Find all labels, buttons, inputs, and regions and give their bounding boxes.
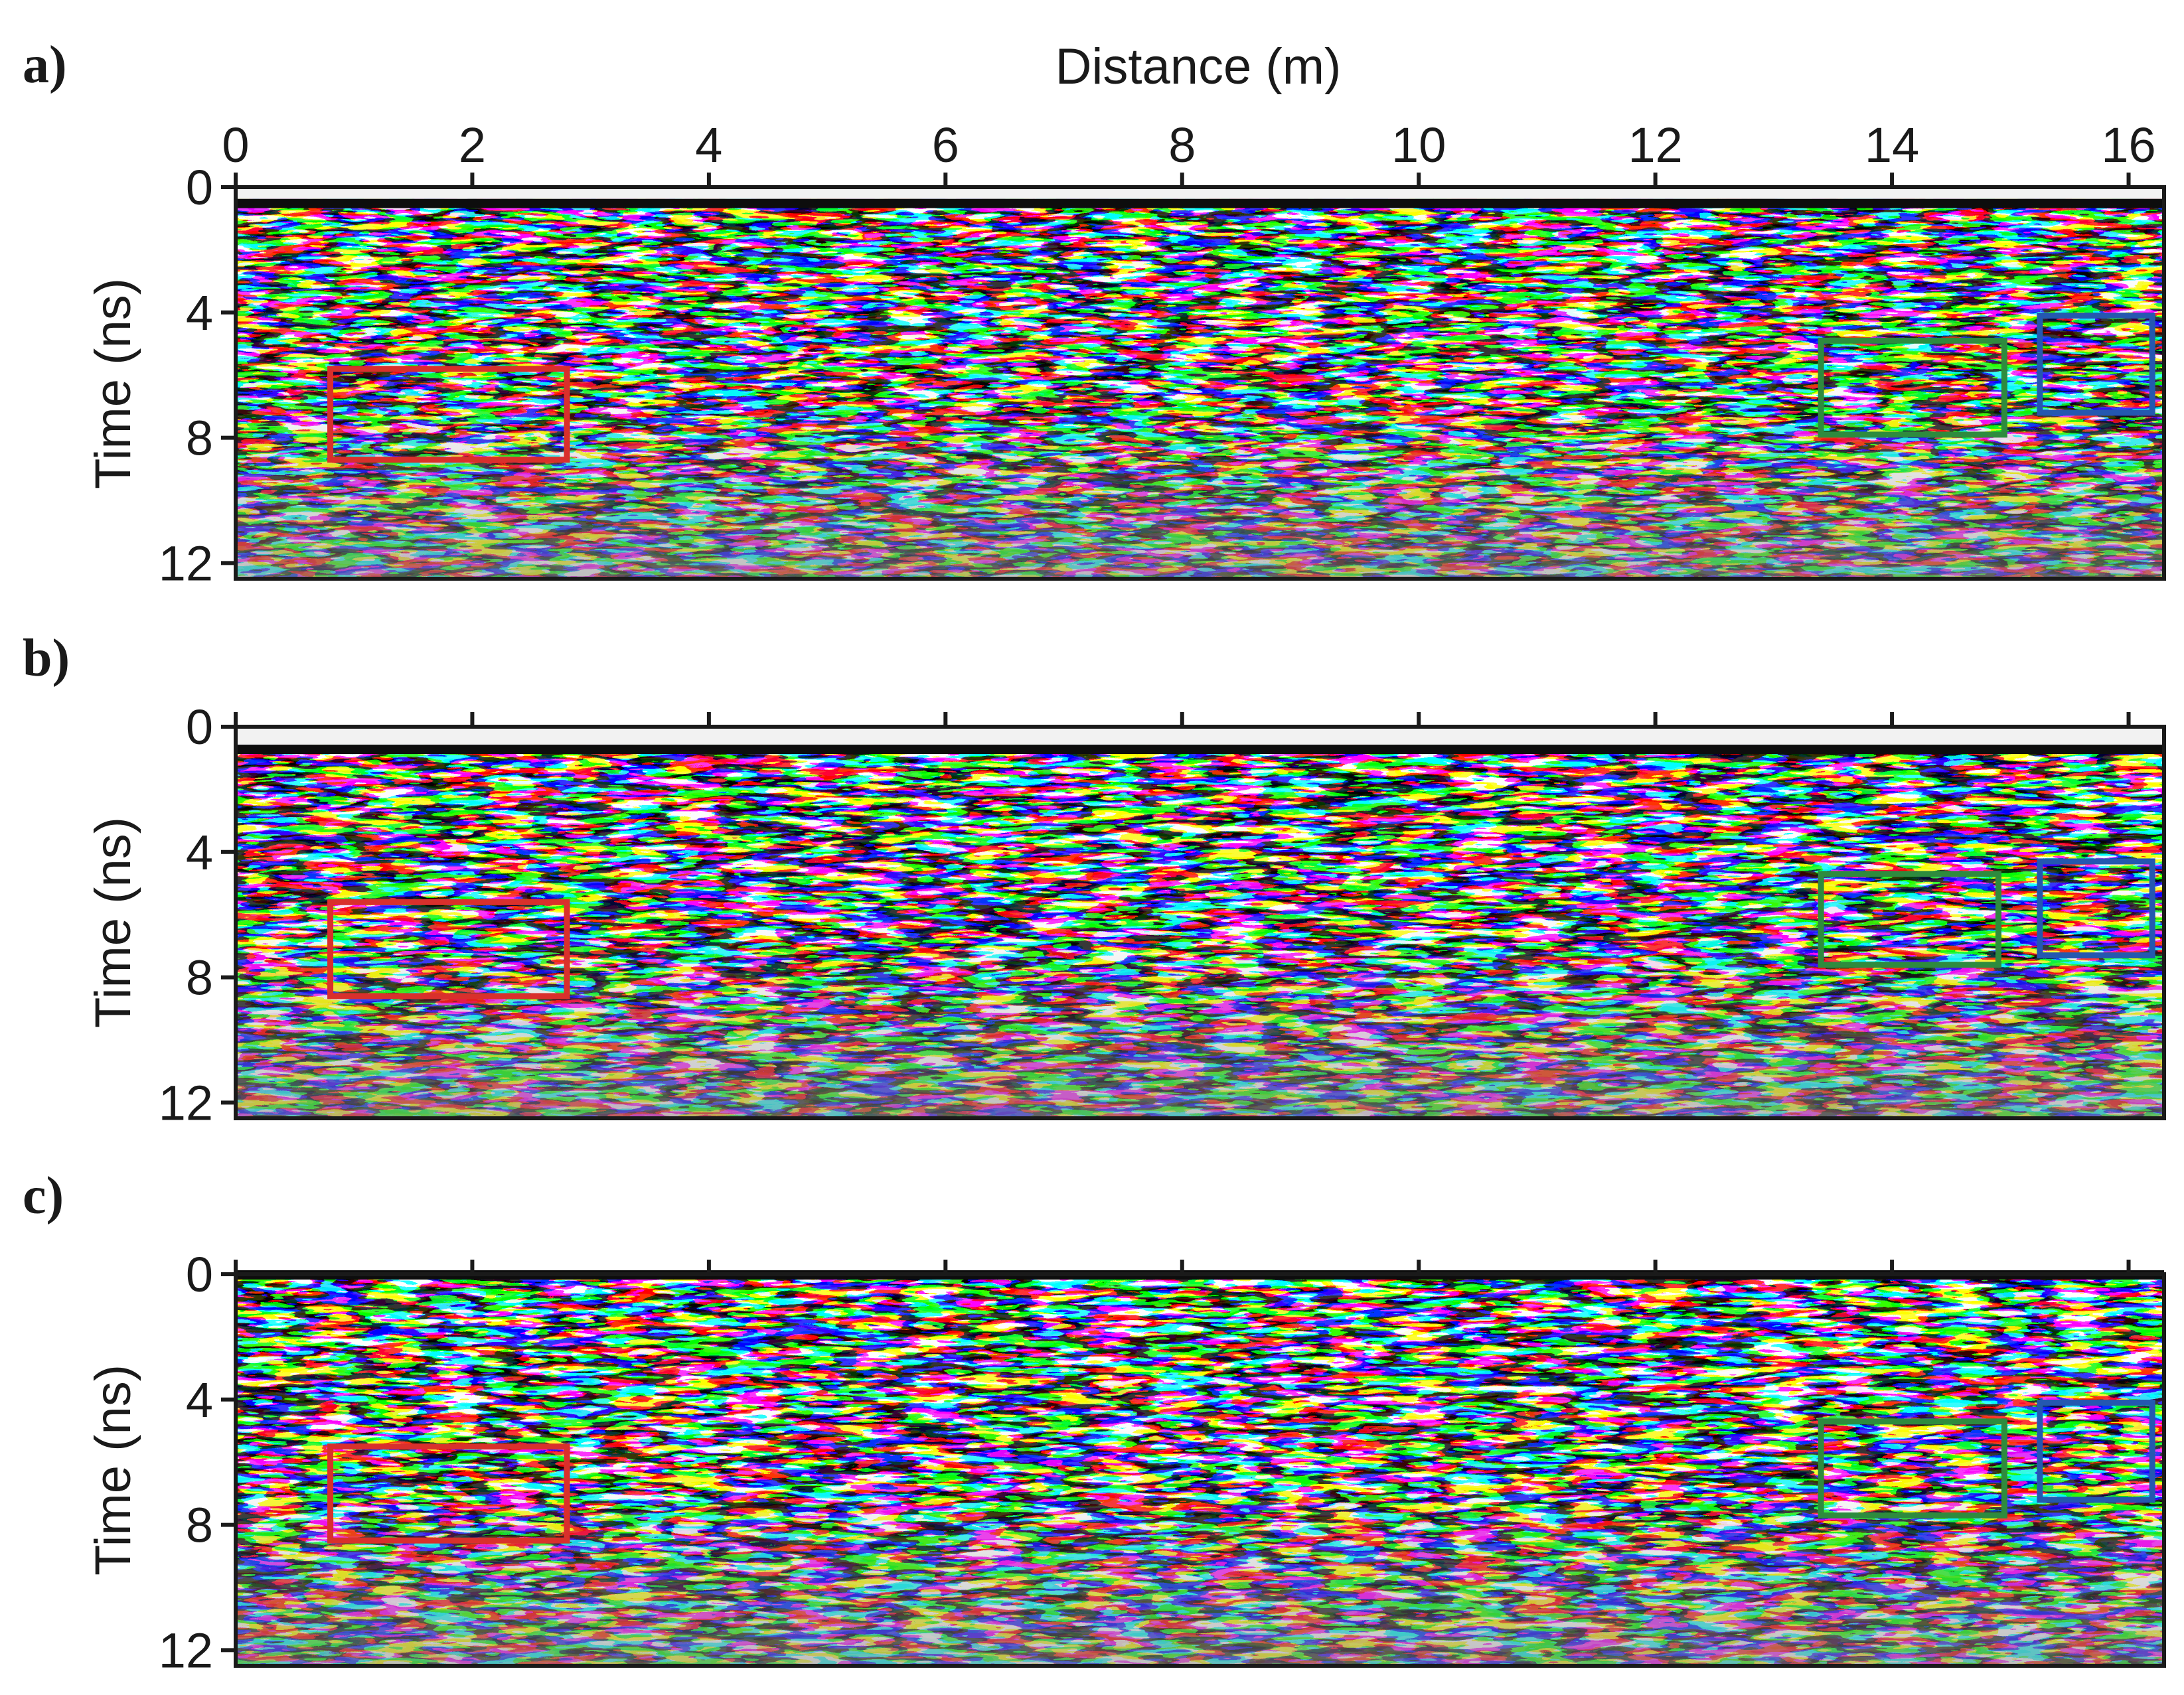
plot-frame [234,185,2166,581]
highlight-box [2037,313,2155,416]
y-tick-label: 12 [159,1075,213,1130]
direct-wave-band [236,745,2164,755]
highlight-box [1818,337,2007,438]
panel-c: c) Time (ns) 0 4 8 12 [23,1167,2166,1678]
y-tick-label: 8 [186,411,213,466]
depth-attenuation-overlay [236,1274,2164,1666]
y-tick-label: 8 [186,1498,213,1553]
x-tick-label: 12 [1628,117,1682,173]
y-tick-label: 12 [159,1623,213,1678]
y-axis-title: Time (ns) [85,817,141,1028]
plot-frame [234,725,2166,1120]
x-tick-label: 6 [932,117,959,173]
highlight-box [2037,1400,2155,1503]
x-tick-label: 16 [2101,117,2155,173]
x-tick-label: 2 [459,117,486,173]
plot-frame [234,1272,2166,1668]
air-gap [236,727,2164,745]
x-tick-label: 4 [695,117,722,173]
x-tick-label: 10 [1391,117,1446,173]
panel-a: a) Time (ns) 0 2 4 6 8 10 12 14 16 0 4 8 12 [23,36,2166,591]
panel-label: a) [23,36,67,94]
y-tick-label: 8 [186,950,213,1005]
air-gap [236,187,2164,199]
x-tick-label: 0 [222,117,249,173]
y-tick-label: 0 [186,160,213,215]
highlight-box [327,899,570,999]
y-axis-title: Time (ns) [85,278,141,489]
y-tick-label: 4 [186,825,213,880]
y-tick-label: 4 [186,1372,213,1428]
highlight-box [1818,871,2001,968]
depth-attenuation-overlay [236,727,2164,1118]
panel-b: b) Time (ns) 0 4 8 12 [23,629,2166,1130]
y-axis-title: Time (ns) [85,1364,141,1576]
x-tick-label: 8 [1168,117,1196,173]
highlight-box [2037,858,2155,959]
panel-label: b) [23,629,70,688]
highlight-box [327,1443,570,1544]
y-tick-label: 0 [186,700,213,755]
highlight-box [327,366,570,463]
highlight-box [1818,1418,2007,1518]
x-tick-label: 14 [1865,117,1919,173]
depth-attenuation-overlay [236,187,2164,579]
y-tick-label: 0 [186,1247,213,1302]
direct-wave-band [236,198,2164,208]
y-tick-label: 12 [159,536,213,591]
panel-label: c) [23,1167,64,1225]
x-axis-title: Distance (m) [1055,38,1342,95]
y-tick-label: 4 [186,285,213,340]
